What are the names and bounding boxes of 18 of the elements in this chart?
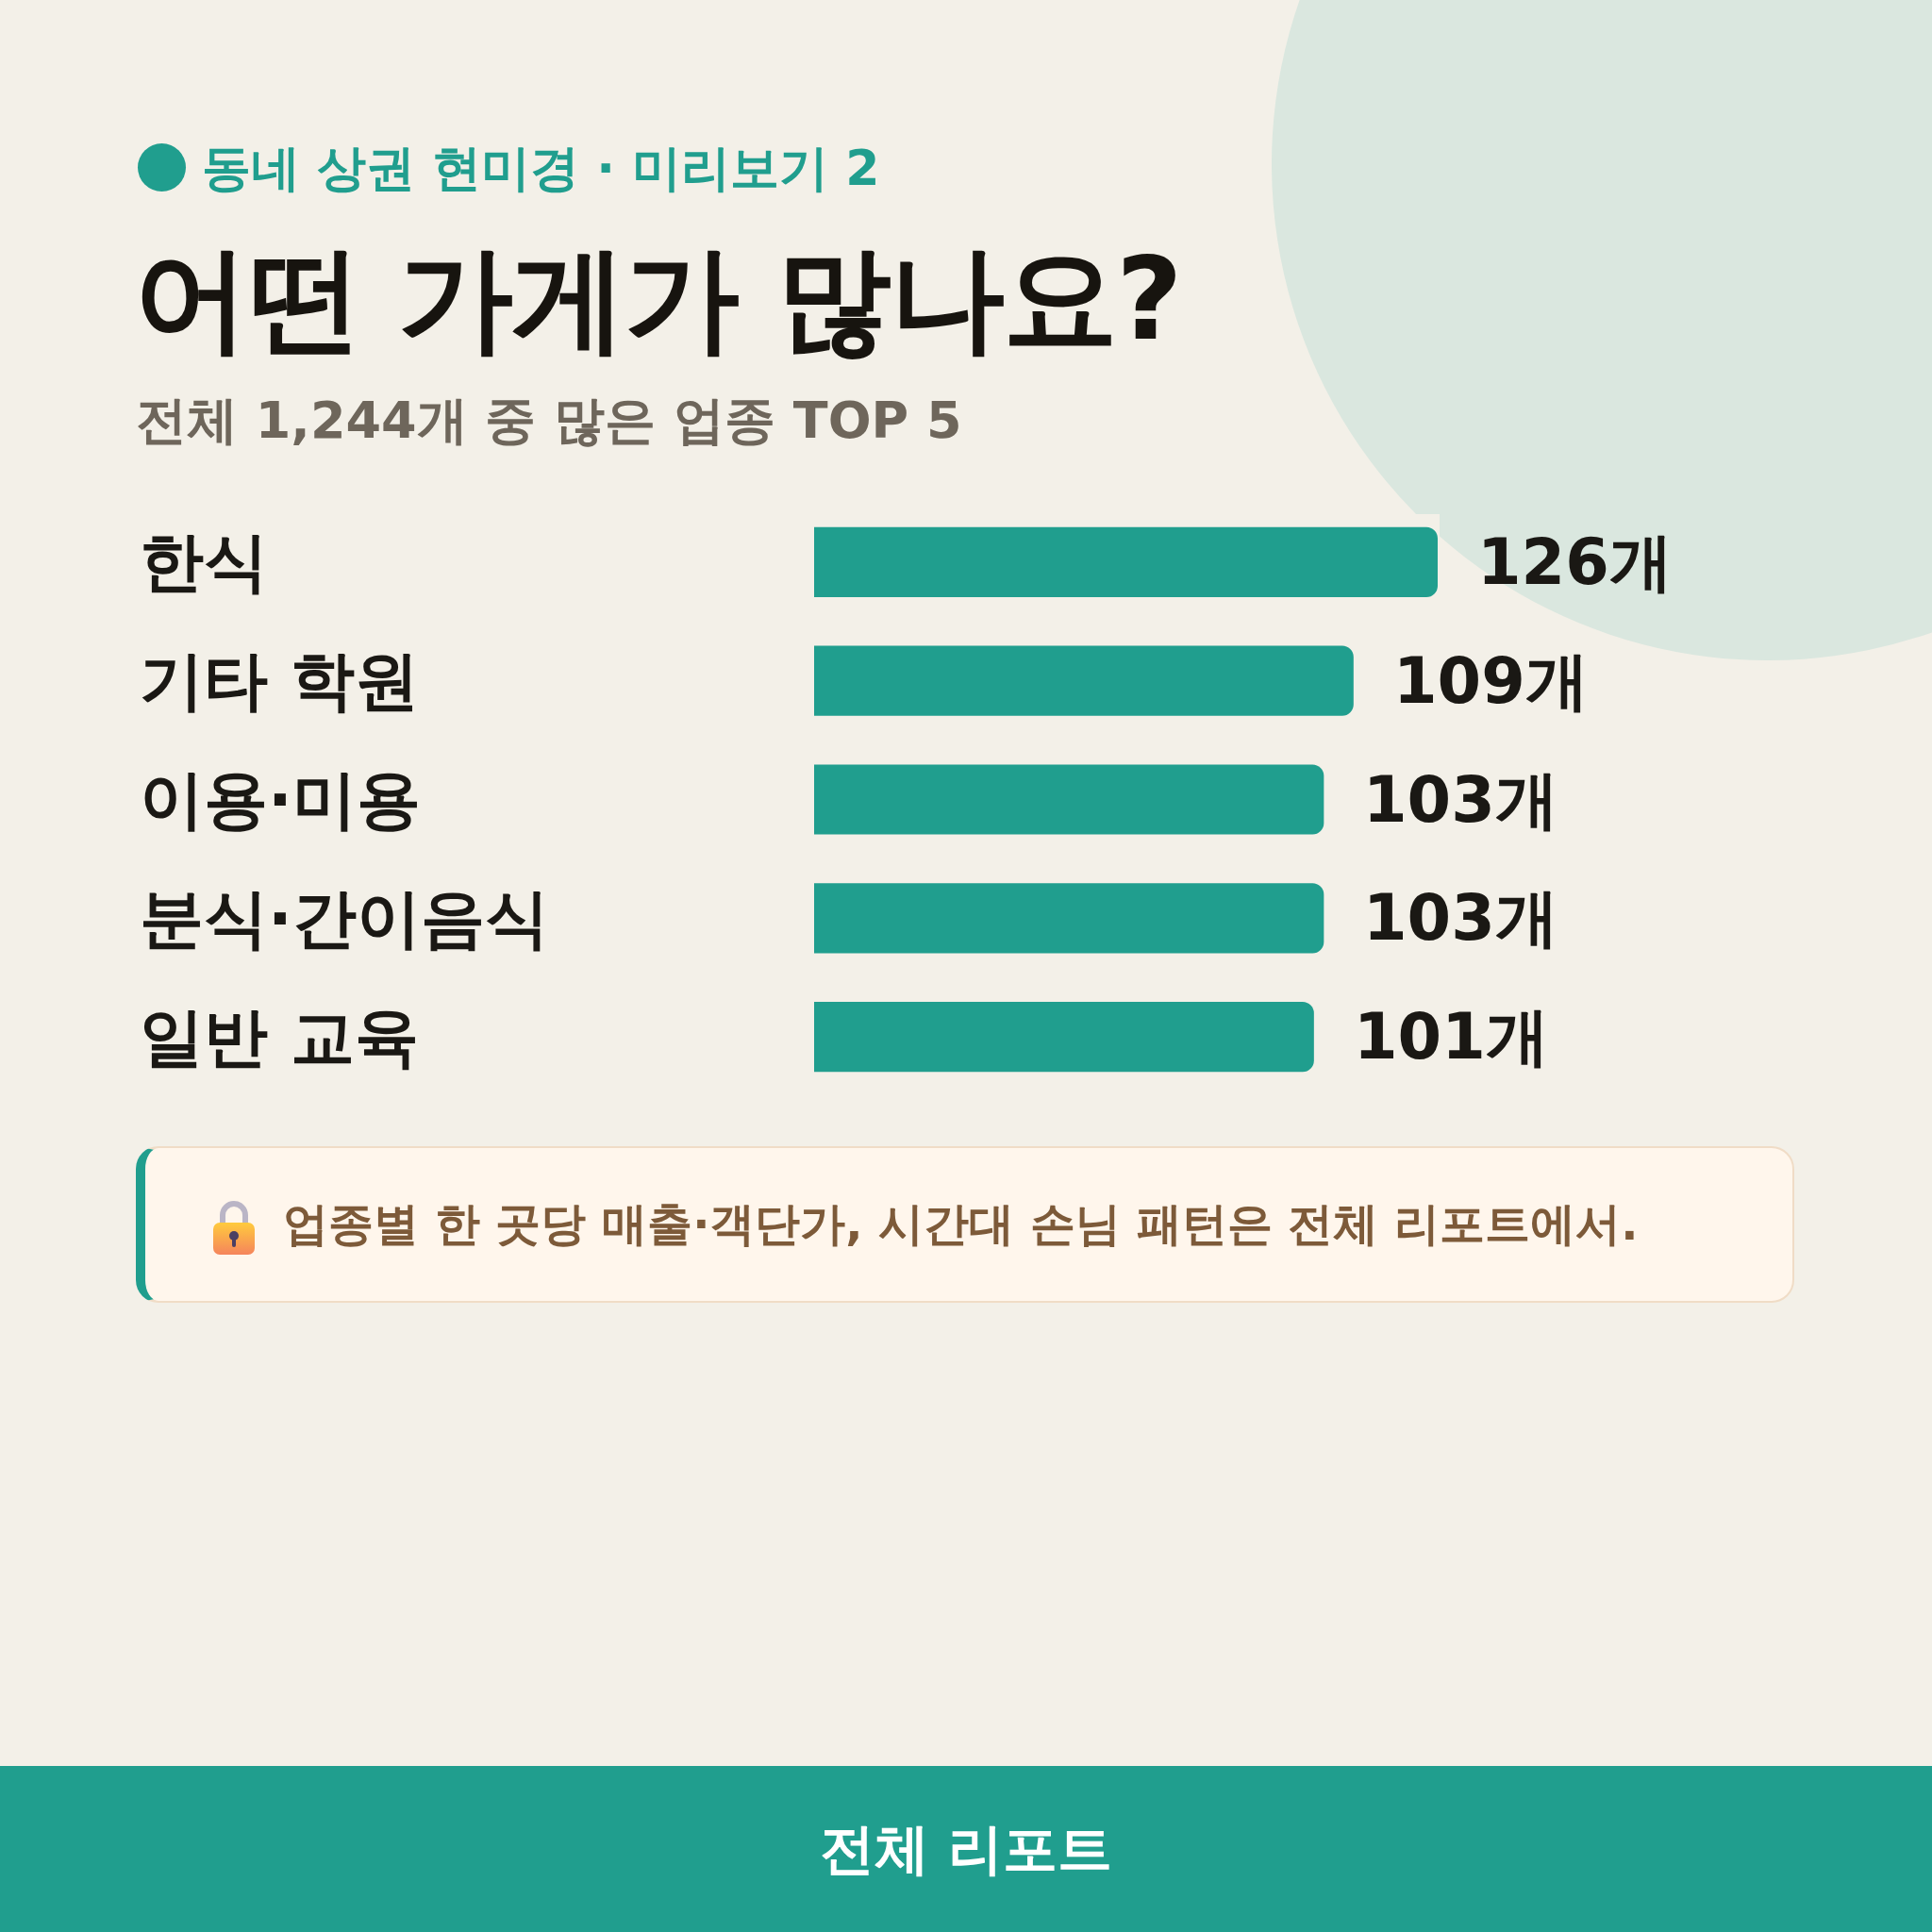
chart-title: 어떤 가게가 많나요? (134, 231, 1181, 368)
text: 업종별 한 곳당 매출·객단가, 시간대 손님 패턴은 전체 리포트에서. (283, 1196, 1639, 1252)
y-tick-label: 분식·간이음식 (140, 881, 549, 956)
data-label: 101개 (1354, 1000, 1549, 1074)
bar (814, 645, 1354, 716)
text: 동네 상권 현미경 · 미리보기 2 (202, 139, 880, 198)
bar (814, 764, 1324, 835)
data-label: 103개 (1363, 763, 1558, 837)
chart-subtitle: 전체 1,244개 중 많은 업종 TOP 5 (136, 390, 962, 452)
data-label: 109개 (1393, 644, 1589, 718)
data-label: 126개 (1477, 525, 1673, 599)
y-tick-label: 기타 학원 (140, 643, 419, 718)
y-tick-label: 한식 (140, 525, 268, 599)
y-tick-label: 일반 교육 (140, 1000, 419, 1074)
bar (814, 1001, 1314, 1073)
data-label: 103개 (1363, 881, 1558, 955)
bar (814, 883, 1324, 954)
y-tick-label: 이용·미용 (140, 762, 421, 837)
